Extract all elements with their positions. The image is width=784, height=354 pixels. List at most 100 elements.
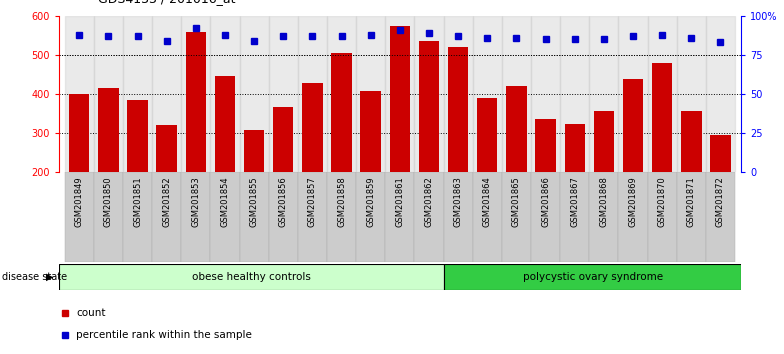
- Bar: [327, 172, 356, 262]
- Text: GSM201871: GSM201871: [687, 176, 696, 227]
- Text: GSM201853: GSM201853: [191, 176, 200, 227]
- Bar: [240, 16, 269, 172]
- Text: GSM201857: GSM201857: [308, 176, 317, 227]
- Bar: [710, 136, 731, 172]
- Text: GSM201850: GSM201850: [103, 176, 113, 227]
- Bar: [152, 172, 181, 262]
- Text: GSM201870: GSM201870: [658, 176, 666, 227]
- Bar: [473, 16, 502, 172]
- Bar: [94, 16, 123, 172]
- Bar: [127, 99, 147, 172]
- Text: GDS4133 / 201016_at: GDS4133 / 201016_at: [98, 0, 235, 5]
- Text: GSM201858: GSM201858: [337, 176, 346, 227]
- Bar: [64, 172, 94, 262]
- Bar: [593, 111, 614, 172]
- Bar: [210, 16, 240, 172]
- Bar: [157, 125, 177, 172]
- Bar: [123, 172, 152, 262]
- Bar: [94, 172, 123, 262]
- Bar: [448, 47, 468, 172]
- Bar: [622, 79, 643, 172]
- Bar: [502, 16, 531, 172]
- Text: GSM201852: GSM201852: [162, 176, 171, 227]
- Bar: [531, 172, 560, 262]
- Bar: [477, 98, 498, 172]
- Text: GSM201869: GSM201869: [629, 176, 637, 227]
- Bar: [181, 16, 210, 172]
- Text: GSM201868: GSM201868: [600, 176, 608, 227]
- Bar: [332, 53, 352, 172]
- Text: polycystic ovary syndrome: polycystic ovary syndrome: [523, 272, 662, 282]
- Bar: [273, 107, 293, 172]
- Bar: [356, 172, 385, 262]
- Bar: [677, 172, 706, 262]
- Bar: [706, 172, 735, 262]
- Text: ▶: ▶: [45, 272, 53, 282]
- Bar: [535, 119, 556, 172]
- Bar: [590, 172, 619, 262]
- Bar: [385, 172, 415, 262]
- Text: GSM201864: GSM201864: [483, 176, 492, 227]
- Text: obese healthy controls: obese healthy controls: [192, 272, 311, 282]
- Bar: [244, 130, 264, 172]
- Text: GSM201855: GSM201855: [249, 176, 259, 227]
- Bar: [298, 172, 327, 262]
- Bar: [619, 16, 648, 172]
- Bar: [302, 83, 322, 172]
- Bar: [648, 172, 677, 262]
- Bar: [152, 16, 181, 172]
- Bar: [123, 16, 152, 172]
- Text: GSM201863: GSM201863: [454, 176, 463, 227]
- Bar: [64, 16, 94, 172]
- Bar: [502, 172, 531, 262]
- Text: GSM201854: GSM201854: [220, 176, 230, 227]
- Bar: [619, 172, 648, 262]
- Bar: [390, 25, 410, 172]
- Bar: [506, 86, 527, 172]
- Bar: [560, 16, 590, 172]
- Text: count: count: [76, 308, 106, 318]
- Bar: [215, 76, 235, 172]
- Bar: [361, 91, 381, 172]
- Bar: [59, 264, 445, 290]
- Text: GSM201849: GSM201849: [74, 176, 84, 227]
- Text: GSM201865: GSM201865: [512, 176, 521, 227]
- Text: GSM201861: GSM201861: [395, 176, 405, 227]
- Bar: [531, 16, 560, 172]
- Text: GSM201866: GSM201866: [541, 176, 550, 227]
- Bar: [648, 16, 677, 172]
- Bar: [210, 172, 240, 262]
- Bar: [98, 88, 118, 172]
- Text: percentile rank within the sample: percentile rank within the sample: [76, 330, 252, 339]
- Bar: [706, 16, 735, 172]
- Bar: [298, 16, 327, 172]
- Bar: [419, 41, 439, 172]
- Bar: [444, 16, 473, 172]
- Bar: [590, 16, 619, 172]
- Bar: [415, 172, 444, 262]
- Text: GSM201856: GSM201856: [279, 176, 288, 227]
- Bar: [327, 16, 356, 172]
- Text: GSM201862: GSM201862: [424, 176, 434, 227]
- Bar: [181, 172, 210, 262]
- Bar: [652, 63, 673, 172]
- Bar: [385, 16, 415, 172]
- Bar: [445, 264, 741, 290]
- Text: GSM201872: GSM201872: [716, 176, 725, 227]
- Bar: [560, 172, 590, 262]
- Bar: [356, 16, 385, 172]
- Text: GSM201851: GSM201851: [133, 176, 142, 227]
- Bar: [681, 111, 702, 172]
- Bar: [269, 16, 298, 172]
- Bar: [69, 94, 89, 172]
- Text: disease state: disease state: [2, 272, 67, 282]
- Bar: [415, 16, 444, 172]
- Bar: [564, 124, 585, 172]
- Text: GSM201867: GSM201867: [570, 176, 579, 227]
- Bar: [677, 16, 706, 172]
- Bar: [186, 32, 206, 172]
- Bar: [269, 172, 298, 262]
- Bar: [473, 172, 502, 262]
- Bar: [444, 172, 473, 262]
- Bar: [240, 172, 269, 262]
